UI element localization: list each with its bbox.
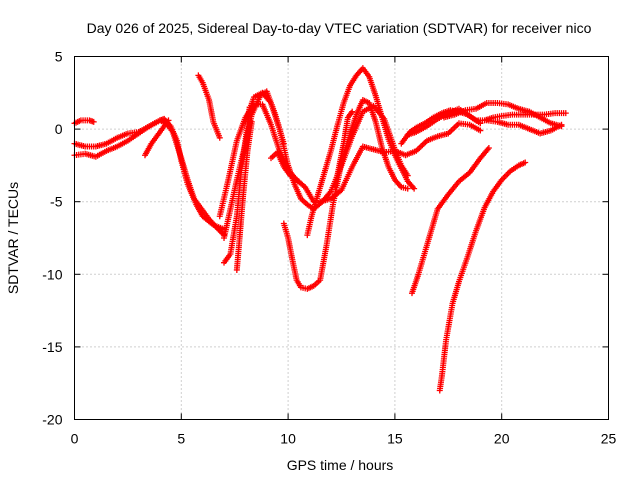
y-tick-label: -10 <box>42 266 62 282</box>
axis-ticks: 0 5 10 15 20 25 5 0 -5 -10 -15 -20 <box>42 49 616 447</box>
series-trace-4 <box>141 117 172 159</box>
data-point <box>404 185 411 192</box>
series-trace-19 <box>483 117 565 137</box>
data-point <box>216 134 223 141</box>
data-point <box>522 159 529 166</box>
y-tick-label: -15 <box>42 339 62 355</box>
series-trace-3 <box>71 117 97 127</box>
y-tick-label: -5 <box>50 194 63 210</box>
y-axis-label: SDTVAR / TECUs <box>5 182 21 294</box>
x-axis-label: GPS time / hours <box>287 457 394 473</box>
data-point <box>295 178 302 185</box>
data-point <box>90 118 97 125</box>
series-trace-20 <box>408 144 492 297</box>
series-trace-9 <box>233 118 255 273</box>
series-trace-5 <box>195 72 223 141</box>
data-point <box>248 118 255 125</box>
chart-title: Day 026 of 2025, Sidereal Day-to-day VTE… <box>87 20 592 36</box>
data-point <box>485 144 492 151</box>
series-trace-17 <box>404 105 484 138</box>
series-trace-13 <box>304 65 418 239</box>
x-tick-label: 20 <box>494 431 510 447</box>
data-point <box>349 108 356 115</box>
x-tick-label: 10 <box>280 431 296 447</box>
y-tick-label: 0 <box>55 121 63 137</box>
y-tick-label: -20 <box>42 412 62 428</box>
data-point <box>165 117 172 124</box>
series-trace-10 <box>242 89 411 212</box>
x-tick-label: 5 <box>177 431 185 447</box>
x-tick-label: 0 <box>71 431 79 447</box>
data-point <box>411 185 418 192</box>
x-tick-label: 25 <box>601 431 617 447</box>
y-tick-label: 5 <box>55 49 63 65</box>
series-trace-21 <box>436 159 529 394</box>
series-trace-15 <box>317 120 484 205</box>
series-trace-14 <box>332 108 356 191</box>
series-trace-2 <box>71 115 228 233</box>
series-trace-11 <box>268 149 302 185</box>
plot-frame <box>74 56 609 420</box>
data-point <box>558 121 565 128</box>
data-point <box>477 127 484 134</box>
x-tick-label: 15 <box>387 431 403 447</box>
data-point <box>477 120 484 127</box>
data-marks <box>71 65 569 394</box>
data-point <box>562 110 569 117</box>
